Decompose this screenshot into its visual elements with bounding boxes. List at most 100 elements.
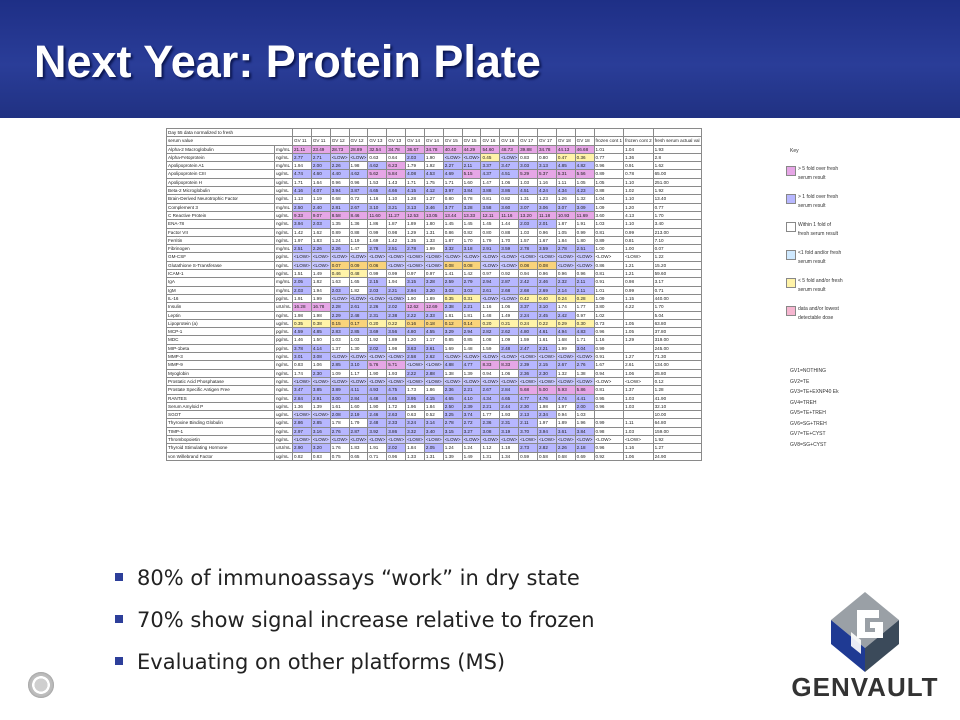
table-cell: <LOW> bbox=[348, 351, 369, 362]
table-cell: 2.00 bbox=[574, 401, 595, 412]
row-unit: pg/mL bbox=[274, 335, 293, 345]
table-cell: 9.33 bbox=[292, 210, 312, 221]
table-cell: 2.32 bbox=[555, 277, 576, 287]
table-cell: <LOW> bbox=[555, 260, 576, 271]
condition-label: GV6=SG+TREH bbox=[790, 420, 827, 427]
table-cell: 5.37 bbox=[536, 169, 557, 179]
table-cell: 4.74 bbox=[555, 393, 576, 403]
row-unit: ng/mL bbox=[274, 227, 293, 237]
table-cell: 3.88 bbox=[480, 186, 501, 196]
table-cell: 1.92 bbox=[423, 161, 444, 171]
table-row: Prostatic Acid Phosphatase ng/mL <LOW> <LOW… bbox=[166, 376, 702, 387]
table-cell: 2.34 bbox=[536, 410, 557, 420]
table-cell: <LOW> bbox=[480, 434, 501, 445]
table-cell: 3.84 bbox=[461, 186, 482, 196]
table-cell: 2.05 bbox=[292, 277, 312, 287]
column-header: GV 13 bbox=[367, 136, 388, 146]
table-cell: 2.08 bbox=[329, 410, 350, 420]
table-cell: 0.12 bbox=[442, 318, 463, 329]
table-cell: 2.11 bbox=[461, 161, 482, 171]
table-cell: 0.77 bbox=[593, 152, 625, 163]
table-cell: 8.46 bbox=[348, 210, 369, 221]
slide-nav-button[interactable] bbox=[28, 672, 54, 698]
table-cell: 2.48 bbox=[499, 343, 520, 354]
table-cell: 1.70 bbox=[499, 235, 520, 246]
table-cell: 1.16 bbox=[536, 177, 557, 188]
row-label: Lipoprotein (a) bbox=[166, 318, 275, 329]
table-cell: 3.27 bbox=[461, 426, 482, 437]
table-cell: 34.78 bbox=[536, 144, 557, 154]
table-cell: 2.83 bbox=[329, 327, 350, 337]
table-cell: 0.22 bbox=[536, 318, 557, 329]
table-cell: 1.11 bbox=[555, 177, 576, 188]
row-unit: ng/mL bbox=[274, 368, 293, 378]
table-cell: <LOW> bbox=[405, 434, 425, 445]
table-cell: 1.06 bbox=[499, 368, 520, 378]
title-divider bbox=[0, 118, 960, 124]
table-cell: 2.00 bbox=[310, 161, 331, 171]
table-cell: 3.18 bbox=[461, 244, 482, 254]
row-unit: mg/mL bbox=[274, 202, 293, 212]
table-cell: 2.91 bbox=[480, 244, 501, 254]
row-label: SGOT bbox=[166, 410, 275, 420]
table-cell: 251.00 bbox=[652, 177, 702, 188]
table-cell: <LOW> bbox=[518, 351, 538, 362]
table-cell: 2.03 bbox=[405, 152, 425, 163]
row-label: Beta-2 Microglobulin bbox=[166, 186, 275, 196]
table-cell: 0.94 bbox=[480, 368, 501, 378]
table-cell: <LOW> bbox=[386, 260, 407, 271]
table-cell: 0.77 bbox=[652, 202, 702, 212]
table-cell: 3.10 bbox=[348, 360, 369, 370]
table-cell: 0.91 bbox=[593, 351, 625, 362]
table-cell: 3.46 bbox=[423, 202, 444, 212]
table-cell: 5.62 bbox=[367, 169, 388, 179]
row-label: MCP-1 bbox=[166, 327, 275, 337]
table-cell: 1.59 bbox=[480, 343, 501, 354]
table-cell: 39.88 bbox=[518, 144, 538, 154]
table-cell: <LOW> bbox=[386, 351, 407, 362]
table-cell: 4.65 bbox=[442, 393, 463, 403]
table-cell: 0.95 bbox=[593, 393, 625, 403]
table-cell: 0.08 bbox=[461, 260, 482, 271]
table-cell: 1.39 bbox=[461, 368, 482, 378]
table-cell: 3.70 bbox=[518, 426, 538, 437]
row-label: IL-16 bbox=[166, 293, 275, 304]
table-cell: 0.80 bbox=[442, 194, 463, 204]
table-cell: 0.21 bbox=[499, 318, 520, 329]
column-header: GV 14 bbox=[423, 136, 444, 146]
table-cell: 3.10 bbox=[367, 202, 388, 212]
table-cell: <LOW> bbox=[499, 293, 520, 304]
table-cell: <LOW> bbox=[499, 252, 520, 262]
table-cell: 2.01 bbox=[536, 219, 557, 229]
table-cell: 3.94 bbox=[292, 219, 312, 229]
table-cell: 2.88 bbox=[423, 368, 444, 378]
bullet-item: 70% show signal increase relative to fro… bbox=[115, 608, 595, 632]
table-cell: 0.98 bbox=[593, 426, 625, 437]
square-bullet-icon bbox=[115, 657, 123, 665]
table-cell: 1.12 bbox=[480, 443, 501, 453]
table-cell: 11.60 bbox=[367, 210, 388, 221]
table-cell: 5.15 bbox=[461, 169, 482, 179]
table-cell bbox=[461, 127, 482, 138]
table-cell: <LOW> bbox=[536, 252, 557, 262]
table-cell: 0.96 bbox=[593, 161, 625, 171]
table-row: Prostate Specific Antigen Free ng/mL 3.47 3… bbox=[166, 385, 702, 395]
table-cell: 4.80 bbox=[518, 327, 538, 337]
table-cell: 1.49 bbox=[310, 269, 331, 279]
table-cell: 1.86 bbox=[367, 219, 388, 229]
table-cell: 1.10 bbox=[623, 194, 654, 204]
table-cell: 2.84 bbox=[292, 393, 312, 403]
table-cell: 1.84 bbox=[555, 235, 576, 246]
table-cell: 1.48 bbox=[480, 310, 501, 320]
table-cell: 0.96 bbox=[593, 443, 625, 453]
table-cell: <LOW> bbox=[423, 252, 444, 262]
table-cell: 0.06 bbox=[367, 260, 388, 271]
table-cell: 4.53 bbox=[423, 169, 444, 179]
table-cell: <LOW> bbox=[593, 252, 625, 262]
table-cell: 4.13 bbox=[623, 210, 654, 221]
table-cell: 0.08 bbox=[442, 260, 463, 271]
table-cell: 1.05 bbox=[555, 227, 576, 237]
table-cell: <LOW> bbox=[367, 434, 388, 445]
table-cell: 2.03 bbox=[518, 219, 538, 229]
table-cell: 2.03 bbox=[329, 285, 350, 295]
